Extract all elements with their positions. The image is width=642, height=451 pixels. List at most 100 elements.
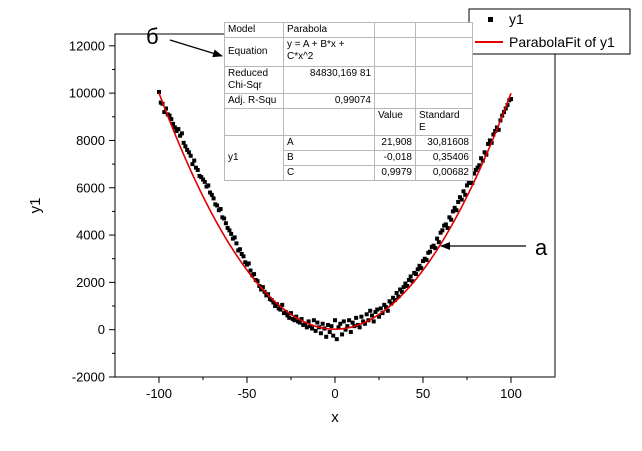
scatter-point <box>259 287 264 292</box>
scatter-point <box>378 306 383 311</box>
scatter-point <box>382 302 387 307</box>
scatter-point <box>190 162 195 167</box>
scatter-point <box>179 131 184 136</box>
scatter-point <box>340 332 345 337</box>
scatter-point <box>157 89 161 94</box>
y-tick-label: 4000 <box>76 228 105 243</box>
scatter-point <box>435 236 440 241</box>
scatter-point <box>176 127 181 132</box>
table-row: B -0,018 0,35406 <box>225 150 473 166</box>
scatter-point <box>482 150 487 155</box>
x-tick-label: -100 <box>146 386 172 401</box>
scatter-point <box>192 158 197 163</box>
scatter-point <box>325 322 330 327</box>
scatter-point <box>209 192 214 197</box>
scatter-point <box>311 318 316 323</box>
scatter-point <box>280 302 285 307</box>
scatter-point <box>477 163 482 168</box>
fit-results-table: Model Parabola Equation y = A + B*x + C*… <box>224 22 473 181</box>
fit-series-parabola <box>158 92 512 330</box>
scatter-point <box>315 320 320 325</box>
adjr-value: 0,99074 <box>283 93 375 109</box>
scatter-point <box>164 106 169 111</box>
scatter-point <box>206 183 211 188</box>
scatter-point <box>431 243 436 248</box>
empty-cell <box>283 108 375 136</box>
scatter-point <box>357 325 362 330</box>
scatter-point <box>186 150 191 155</box>
y-tick-label: 2000 <box>76 275 105 290</box>
group-label: y1 <box>224 135 284 181</box>
scatter-point <box>456 199 461 204</box>
param-value: 0,9979 <box>374 165 416 181</box>
y-axis-title: y1 <box>27 198 44 214</box>
scatter-point <box>289 311 293 316</box>
x-tick-label: 100 <box>500 386 522 401</box>
scatter-point <box>452 205 457 210</box>
empty-cell <box>374 22 416 38</box>
legend: y1 ParabolaFit of y1 <box>468 8 631 55</box>
scatter-point <box>178 133 183 138</box>
scatter-point <box>225 225 230 230</box>
table-row: Reduced Chi-Sqr 84830,169 81 <box>224 66 473 94</box>
scatter-point <box>181 140 186 145</box>
param-name: A <box>283 135 375 151</box>
scatter-point <box>371 319 376 324</box>
scatter-point <box>234 241 239 246</box>
param-stderr: 0,00682 <box>415 165 473 181</box>
scatter-point <box>428 249 433 254</box>
equation-label: Equation <box>224 37 284 67</box>
scatter-point <box>324 334 329 339</box>
empty-cell <box>374 66 416 94</box>
scatter-point <box>450 209 455 214</box>
scatter-point <box>333 318 337 323</box>
scatter-point <box>271 300 276 305</box>
scatter-point <box>505 102 510 107</box>
scatter-point <box>269 298 274 303</box>
y-tick-label: 8000 <box>76 133 105 148</box>
scatter-point <box>408 274 413 279</box>
chisqr-value: 84830,169 81 <box>283 66 375 94</box>
x-tick-label: -50 <box>238 386 257 401</box>
param-stderr: 0,35406 <box>415 150 473 166</box>
param-value: -0,018 <box>374 150 416 166</box>
scatter-point <box>329 324 334 329</box>
scatter-point <box>313 328 318 333</box>
empty-cell <box>415 93 473 109</box>
adjr-label: Adj. R-Squ <box>224 93 284 109</box>
scatter-point <box>229 231 234 236</box>
scatter-point <box>403 281 408 286</box>
scatter-point <box>292 318 297 323</box>
scatter-point <box>417 263 422 268</box>
scatter-point <box>297 320 302 325</box>
scatter-point <box>362 321 367 326</box>
scatter-point <box>202 179 207 184</box>
scatter-point <box>299 317 304 322</box>
scatter-point <box>350 320 355 325</box>
scatter-point <box>348 330 353 335</box>
scatter-point <box>443 222 448 227</box>
empty-cell <box>415 22 473 38</box>
empty-cell <box>415 66 473 94</box>
scatter-point <box>433 246 438 251</box>
scatter-point <box>375 307 380 312</box>
scatter-point <box>389 301 394 306</box>
legend-box <box>468 8 631 55</box>
scatter-point <box>406 278 411 283</box>
x-axis-title: x <box>331 409 339 426</box>
column-header-stderr: Standard E <box>415 108 473 136</box>
scatter-point <box>345 324 350 329</box>
y-tick-label: 10000 <box>69 86 105 101</box>
scatter-point <box>424 257 429 262</box>
scatter-point <box>392 298 397 303</box>
empty-cell <box>374 37 416 67</box>
empty-cell <box>415 37 473 67</box>
scatter-point <box>459 197 464 202</box>
scatter-point <box>237 247 242 252</box>
scatter-point <box>385 308 390 313</box>
param-name: C <box>283 165 375 181</box>
legend-marker-y1 <box>488 17 493 22</box>
scatter-point <box>491 132 496 137</box>
scatter-point <box>487 138 492 143</box>
scatter-point <box>246 261 251 266</box>
